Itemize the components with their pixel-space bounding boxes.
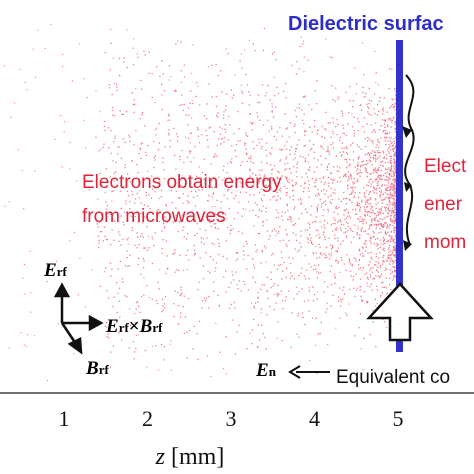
equivalent-label: Equivalent co bbox=[336, 367, 450, 388]
tick-label: 1 bbox=[59, 406, 70, 431]
hollow-arrow bbox=[366, 282, 434, 342]
cross-product: Erf×Brf bbox=[105, 316, 163, 337]
tick-label: 2 bbox=[142, 406, 153, 431]
en-arrowhead bbox=[288, 365, 301, 379]
path-arrowheads bbox=[402, 126, 412, 251]
tick-label: 4 bbox=[309, 406, 320, 431]
left-text: Electrons obtain energy bbox=[82, 172, 282, 193]
axis-label: z [mm] bbox=[155, 444, 225, 470]
right-text: ener bbox=[424, 194, 463, 215]
e-n: En bbox=[255, 360, 277, 381]
right-text: Elect bbox=[424, 156, 467, 177]
e-rf: Erf bbox=[43, 260, 67, 281]
b-rf: Brf bbox=[85, 358, 109, 379]
axis-ticks: 1 2 3 4 5 bbox=[59, 406, 404, 431]
tick-label: 3 bbox=[226, 406, 237, 431]
left-text: from microwaves bbox=[82, 206, 226, 227]
dielectric-surface bbox=[396, 40, 403, 352]
surface-label: Dielectric surfac bbox=[288, 13, 444, 35]
vector-axes bbox=[53, 282, 104, 355]
electron-path bbox=[404, 74, 415, 246]
tick-label: 5 bbox=[393, 406, 404, 431]
right-text: mom bbox=[424, 232, 466, 253]
